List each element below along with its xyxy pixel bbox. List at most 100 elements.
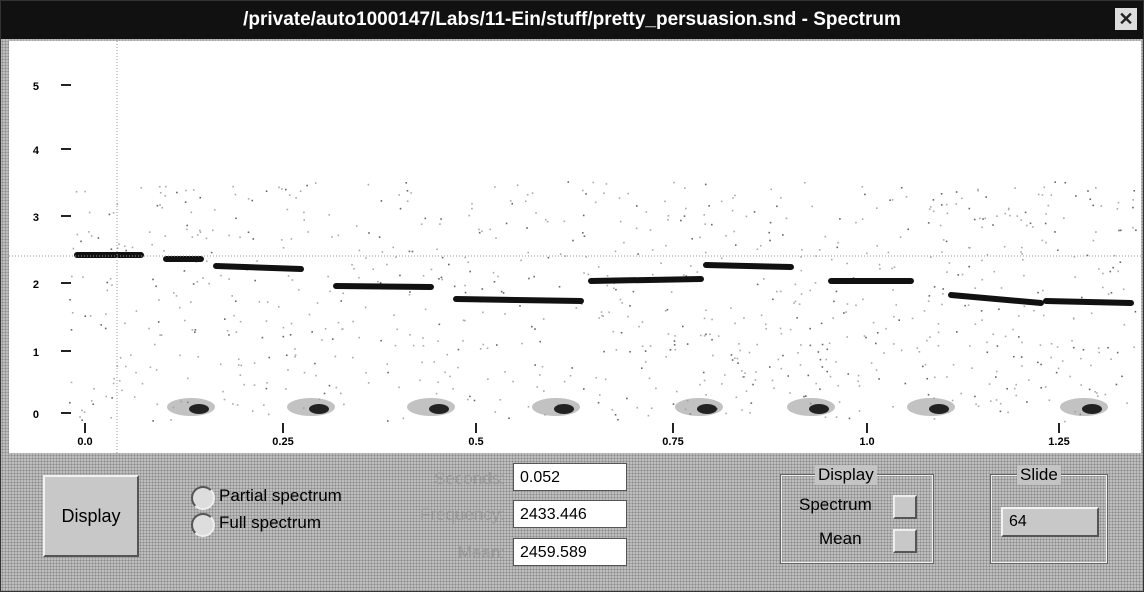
noise-dot <box>672 403 675 405</box>
noise-dot <box>638 325 640 328</box>
noise-dot <box>832 317 834 319</box>
noise-dot <box>287 369 289 371</box>
frequency-field[interactable]: 2433.446 <box>513 500 627 528</box>
noise-dot <box>424 308 427 311</box>
noise-dot <box>905 196 908 198</box>
noise-dot <box>526 227 528 229</box>
noise-dot <box>1117 270 1119 273</box>
noise-dot <box>534 364 536 366</box>
noise-dot <box>760 314 763 317</box>
check-label[interactable]: Spectrum <box>799 495 872 514</box>
close-button[interactable]: ✕ <box>1115 8 1137 30</box>
noise-dot <box>412 344 415 347</box>
noise-dot <box>691 237 693 240</box>
noise-dot <box>235 331 238 333</box>
radio-full[interactable] <box>191 513 215 537</box>
noise-dot <box>1133 189 1136 192</box>
noise-dot <box>380 200 383 202</box>
noise-dot <box>495 237 497 239</box>
seconds-field[interactable]: 0.052 <box>513 463 627 491</box>
noise-dot <box>75 190 78 193</box>
noise-dot <box>422 274 425 277</box>
noise-dot <box>675 390 678 393</box>
noise-dot <box>720 200 723 203</box>
noise-dot <box>467 261 469 264</box>
noise-dot <box>184 319 186 322</box>
noise-dot <box>704 223 707 225</box>
noise-dot <box>1042 289 1044 292</box>
noise-dot <box>996 215 998 217</box>
noise-dot <box>605 183 608 185</box>
noise-dot <box>929 206 932 208</box>
noise-dot <box>441 278 443 281</box>
noise-dot <box>969 247 971 249</box>
noise-dot <box>524 200 527 203</box>
noise-dot <box>961 197 963 200</box>
slide-menu[interactable]: 64 <box>1001 507 1099 537</box>
noise-dot <box>800 256 802 258</box>
noise-dot <box>955 191 958 193</box>
noise-dot <box>647 414 650 417</box>
noise-dot <box>627 192 629 195</box>
mean-field[interactable]: 2459.589 <box>513 538 627 566</box>
noise-dot <box>745 215 748 218</box>
noise-dot <box>667 214 670 217</box>
radio-label[interactable]: Full spectrum <box>219 513 322 532</box>
noise-dot <box>759 245 762 247</box>
noise-dot <box>768 366 771 368</box>
noise-dot <box>157 321 160 323</box>
noise-dot <box>732 197 734 199</box>
noise-dot <box>939 224 942 227</box>
noise-dot <box>223 318 226 320</box>
noise-dot <box>1069 375 1071 378</box>
slide-value[interactable]: 64 <box>1009 513 1027 530</box>
noise-dot <box>1102 286 1104 289</box>
noise-dot <box>748 351 751 354</box>
noise-dot <box>848 417 851 420</box>
noise-dot <box>604 378 607 381</box>
noise-dot <box>335 386 338 389</box>
radio-label[interactable]: Partial spectrum <box>219 486 342 505</box>
noise-dot <box>724 374 726 376</box>
blob-core <box>429 404 449 414</box>
noise-dot <box>645 211 648 213</box>
noise-dot <box>1090 312 1093 315</box>
noise-dot <box>666 308 669 311</box>
spectrum-checkbox[interactable] <box>893 495 917 519</box>
noise-dot <box>830 258 833 261</box>
noise-dot <box>1006 387 1008 390</box>
noise-dot <box>1056 346 1059 348</box>
noise-dot <box>396 328 399 331</box>
noise-dot <box>1107 346 1109 349</box>
noise-dot <box>176 191 178 194</box>
noise-dot <box>486 347 489 350</box>
noise-dot <box>670 291 673 293</box>
noise-dot <box>355 225 358 227</box>
noise-dot <box>1023 274 1025 277</box>
noise-dot <box>337 321 340 324</box>
mean-checkbox[interactable] <box>893 529 917 553</box>
noise-dot <box>937 331 940 334</box>
noise-dot <box>730 307 732 309</box>
noise-dot <box>399 207 402 210</box>
noise-dot <box>409 334 411 336</box>
noise-dot <box>439 223 441 225</box>
noise-dot <box>615 288 617 291</box>
noise-dot <box>528 277 530 280</box>
noise-dot <box>770 188 772 191</box>
noise-dot <box>547 256 550 259</box>
noise-dot <box>815 382 817 385</box>
check-label[interactable]: Mean <box>819 529 862 548</box>
noise-dot <box>125 249 127 252</box>
title-bar: /private/auto1000147/Labs/11-Ein/stuff/p… <box>1 1 1143 39</box>
noise-dot <box>933 376 936 379</box>
noise-dot <box>352 320 354 323</box>
noise-dot <box>916 347 919 349</box>
noise-dot <box>777 358 780 361</box>
display-button[interactable]: Display <box>43 475 139 557</box>
noise-dot <box>1117 201 1120 204</box>
noise-dot <box>1012 328 1014 331</box>
noise-dot <box>387 420 389 422</box>
noise-dot <box>1134 310 1137 313</box>
radio-partial[interactable] <box>191 486 215 510</box>
